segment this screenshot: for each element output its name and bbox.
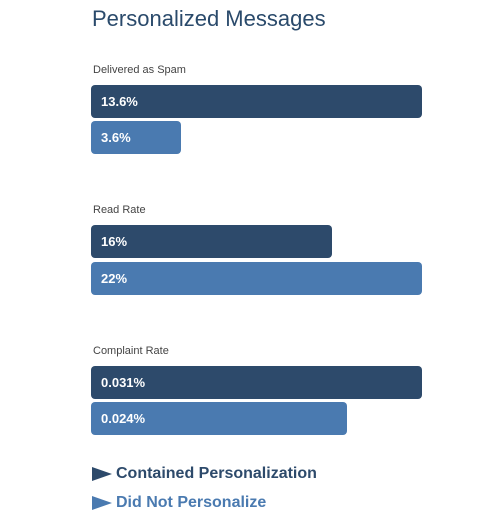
bar-read-rate-did-not-personalize: 22% xyxy=(91,262,422,295)
chart-title: Personalized Messages xyxy=(92,6,326,31)
category-label-delivered-as-spam: Delivered as Spam xyxy=(93,64,186,76)
bar-read-rate-contained-personalization: 16% xyxy=(91,225,332,258)
legend-label: Did Not Personalize xyxy=(116,494,267,511)
category-label-read-rate: Read Rate xyxy=(93,204,146,216)
bar-value-label: 13.6% xyxy=(101,94,138,109)
bar-complaint-rate-did-not-personalize: 0.024% xyxy=(91,402,348,435)
bar-value-label: 0.024% xyxy=(101,411,146,426)
legend-item-did-not-personalize: Did Not Personalize xyxy=(92,494,266,512)
bar-delivered-as-spam-contained-personalization: 13.6% xyxy=(91,85,422,118)
legend-label: Contained Personalization xyxy=(116,465,317,482)
bar-value-label: 16% xyxy=(101,234,128,249)
bar-value-label: 22% xyxy=(101,271,128,286)
bar-value-label: 0.031% xyxy=(101,375,146,390)
legend-item-contained-personalization: Contained Personalization xyxy=(92,465,317,483)
bar-delivered-as-spam-did-not-personalize: 3.6% xyxy=(91,121,181,154)
triangle-marker-icon xyxy=(92,496,112,510)
triangle-marker-icon xyxy=(92,467,112,481)
category-label-complaint-rate: Complaint Rate xyxy=(93,345,169,357)
bar-value-label: 3.6% xyxy=(101,130,131,145)
bar-complaint-rate-contained-personalization: 0.031% xyxy=(91,366,422,399)
